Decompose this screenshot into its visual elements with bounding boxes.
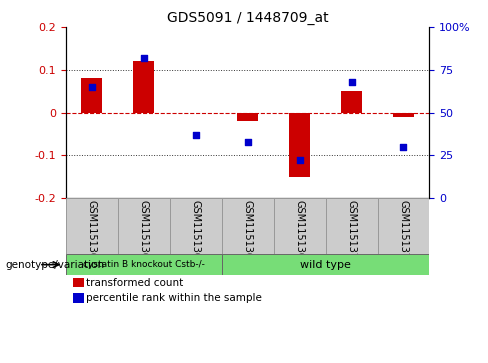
Bar <box>66 254 222 275</box>
Point <box>400 144 407 150</box>
Text: GSM1151365: GSM1151365 <box>87 200 97 265</box>
Bar <box>73 293 84 303</box>
Bar <box>325 198 378 254</box>
Point <box>244 139 252 144</box>
Text: GSM1151370: GSM1151370 <box>346 200 357 265</box>
Bar <box>133 61 154 113</box>
Point <box>296 158 304 163</box>
Point <box>347 79 355 85</box>
Point <box>192 132 200 138</box>
Bar <box>289 113 310 176</box>
Bar <box>274 198 325 254</box>
Text: transformed count: transformed count <box>86 278 183 287</box>
Bar <box>393 113 414 117</box>
Bar <box>170 198 222 254</box>
Title: GDS5091 / 1448709_at: GDS5091 / 1448709_at <box>167 11 328 25</box>
Point <box>140 55 148 61</box>
Text: GSM1151371: GSM1151371 <box>399 200 408 265</box>
Bar <box>81 78 102 113</box>
Text: GSM1151366: GSM1151366 <box>139 200 149 265</box>
Text: genotype/variation: genotype/variation <box>5 260 104 270</box>
Bar <box>118 198 170 254</box>
Bar <box>66 198 118 254</box>
Text: wild type: wild type <box>300 260 351 270</box>
Bar <box>222 254 429 275</box>
Bar <box>378 198 429 254</box>
Bar <box>341 91 362 113</box>
Bar <box>73 278 84 287</box>
Point <box>88 84 96 90</box>
Bar <box>237 113 258 121</box>
Text: percentile rank within the sample: percentile rank within the sample <box>86 293 262 303</box>
Text: cystatin B knockout Cstb-/-: cystatin B knockout Cstb-/- <box>83 260 205 269</box>
Text: GSM1151367: GSM1151367 <box>191 200 201 265</box>
Bar <box>222 198 274 254</box>
Text: GSM1151368: GSM1151368 <box>243 200 253 265</box>
Text: GSM1151369: GSM1151369 <box>295 200 305 265</box>
